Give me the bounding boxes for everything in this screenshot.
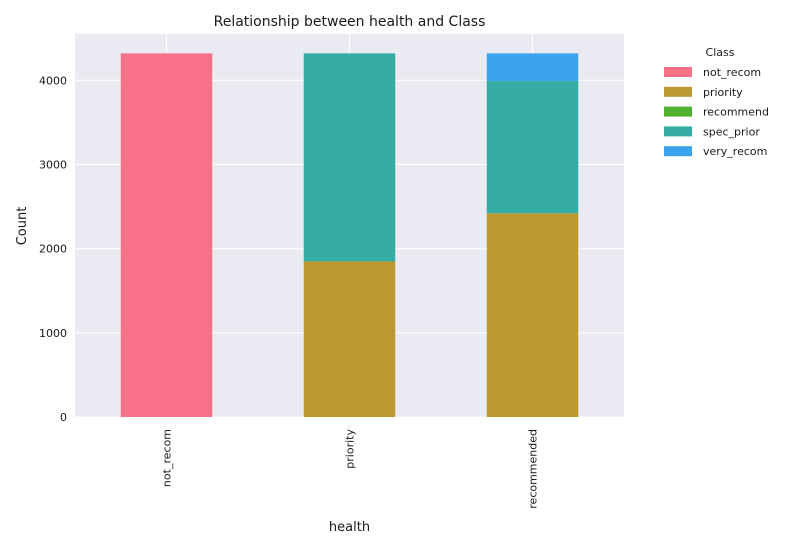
x-tick-label: priority xyxy=(344,429,357,469)
legend-entry: not_recom xyxy=(703,66,761,79)
y-tick-label: 3000 xyxy=(39,158,67,171)
y-ticks: 0 1000 2000 3000 4000 xyxy=(39,74,67,424)
x-tick-label: not_recom xyxy=(161,429,174,487)
bar-segment xyxy=(120,53,213,417)
legend: Class not_recom priority recommend spec_pri… xyxy=(664,46,769,158)
x-ticks: not_recom priority recommended xyxy=(161,429,540,509)
y-tick-label: 1000 xyxy=(39,327,67,340)
legend-entry: very_recom xyxy=(703,145,767,158)
legend-entry: spec_prior xyxy=(703,125,760,138)
legend-swatch xyxy=(664,126,692,137)
legend-title: Class xyxy=(706,46,735,59)
legend-swatch xyxy=(664,106,692,117)
legend-swatch xyxy=(664,86,692,97)
y-axis-label: Count xyxy=(15,207,30,246)
y-tick-label: 4000 xyxy=(39,74,67,87)
bars xyxy=(120,53,579,417)
bar-segment xyxy=(303,53,396,262)
chart-title: Relationship between health and Class xyxy=(214,14,486,30)
bar-segment xyxy=(486,80,579,214)
legend-entry: priority xyxy=(703,86,743,99)
x-axis-label: health xyxy=(329,520,370,535)
bar-segment xyxy=(486,213,579,417)
bar-segment xyxy=(486,53,579,81)
legend-swatch xyxy=(664,67,692,77)
y-tick-label: 2000 xyxy=(39,243,67,256)
x-tick-label: recommended xyxy=(527,429,540,509)
legend-entry: recommend xyxy=(703,106,769,119)
y-tick-label: 0 xyxy=(60,411,67,424)
bar-segment xyxy=(303,261,396,417)
legend-swatch xyxy=(664,146,692,157)
